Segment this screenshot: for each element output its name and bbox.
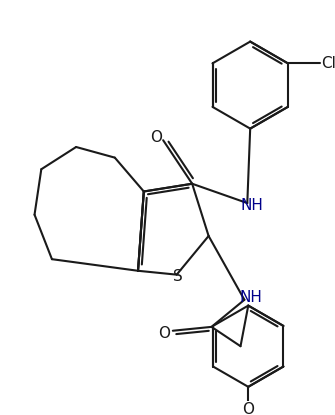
- Text: O: O: [242, 402, 254, 415]
- Text: Cl: Cl: [321, 56, 335, 71]
- Text: NH: NH: [240, 290, 263, 305]
- Text: O: O: [158, 326, 170, 341]
- Text: S: S: [173, 269, 183, 284]
- Text: O: O: [150, 130, 162, 145]
- Text: NH: NH: [241, 198, 264, 212]
